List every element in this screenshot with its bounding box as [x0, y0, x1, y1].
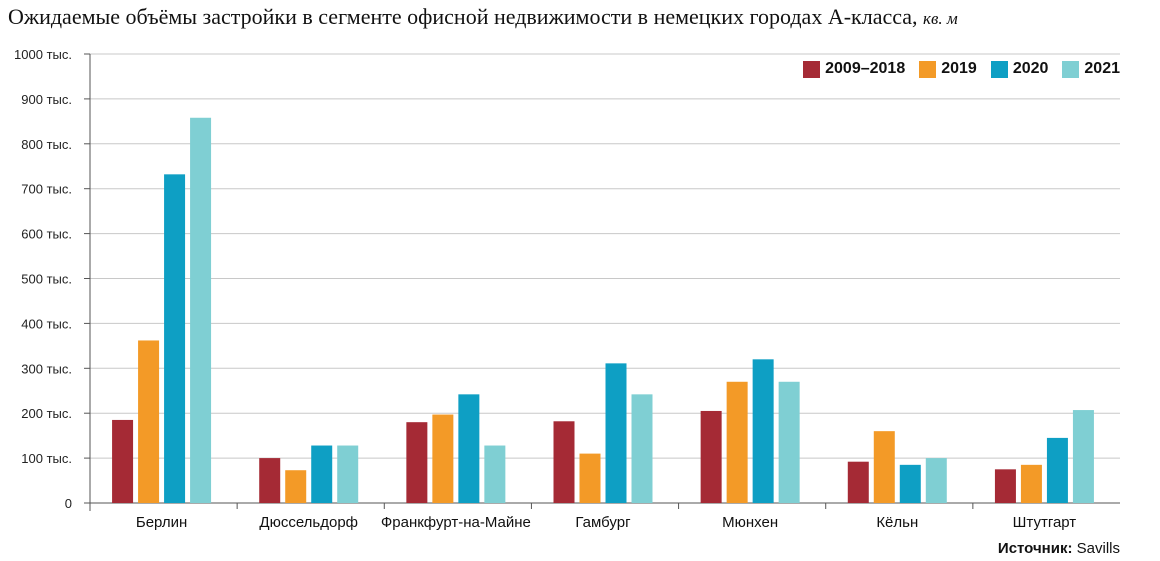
bar-3	[311, 445, 333, 503]
bar-3	[605, 363, 627, 503]
legend-swatch	[990, 60, 1008, 78]
y-tick-label: 0	[65, 496, 72, 511]
y-tick-label: 900 тыс.	[21, 92, 72, 107]
bar-2	[432, 414, 454, 503]
source-value: Savills	[1076, 540, 1120, 557]
bar-4	[1072, 410, 1094, 503]
y-tick-label: 200 тыс.	[21, 406, 72, 421]
y-tick-label: 300 тыс.	[21, 361, 72, 376]
y-tick-label: 800 тыс.	[21, 137, 72, 152]
bar-2	[138, 340, 160, 503]
bar-2	[873, 431, 895, 503]
source-note: Источник: Savills	[998, 540, 1120, 557]
bar-1	[700, 410, 722, 503]
legend-item: 2009–2018	[803, 60, 905, 78]
legend-item: 2021	[1062, 60, 1120, 78]
bar-1	[406, 422, 428, 503]
y-tick-label: 700 тыс.	[21, 182, 72, 197]
bar-3	[752, 359, 774, 503]
bar-3	[1046, 437, 1068, 503]
legend-swatch	[919, 60, 937, 78]
bar-1	[847, 461, 869, 503]
x-category-label: Кёльн	[876, 514, 918, 531]
legend-item: 2019	[919, 60, 977, 78]
y-tick-label: 1000 тыс.	[14, 47, 72, 62]
bar-2	[285, 470, 307, 503]
chart-title-unit: кв. м	[923, 9, 958, 28]
x-category-label: Гамбург	[575, 514, 631, 531]
chart-legend: 2009–2018 2019 2020 2021	[803, 60, 1120, 78]
x-category-label: Берлин	[136, 514, 187, 531]
legend-label: 2020	[1012, 60, 1049, 77]
bar-4	[631, 394, 653, 503]
bar-3	[899, 464, 921, 503]
source-label: Источник:	[997, 540, 1073, 557]
legend-item: 2020	[990, 60, 1049, 78]
chart-title-text: Ожидаемые объёмы застройки в сегменте оф…	[8, 4, 918, 29]
legend-label: 2021	[1084, 60, 1120, 77]
y-tick-label: 400 тыс.	[21, 316, 72, 331]
bar-4	[484, 445, 506, 503]
bar-3	[164, 174, 186, 503]
bar-4	[337, 445, 359, 503]
bar-4	[190, 117, 212, 504]
legend-label: 2019	[941, 60, 977, 77]
legend-swatch	[803, 60, 821, 78]
bar-3	[458, 394, 480, 503]
bar-1	[994, 469, 1016, 503]
chart-title: Ожидаемые объёмы застройки в сегменте оф…	[8, 4, 958, 30]
y-tick-label: 600 тыс.	[21, 227, 72, 242]
bar-2	[726, 381, 748, 503]
y-tick-label: 100 тыс.	[21, 451, 72, 466]
legend-label: 2009–2018	[825, 60, 906, 77]
bar-2	[1020, 464, 1042, 503]
bar-4	[778, 381, 800, 503]
bar-1	[259, 458, 281, 503]
legend-swatch	[1062, 60, 1080, 78]
x-category-label: Мюнхен	[722, 514, 778, 531]
bar-4	[925, 458, 947, 503]
bar-1	[112, 419, 134, 503]
y-tick-label: 500 тыс.	[21, 272, 72, 287]
bar-1	[553, 421, 575, 503]
x-category-label: Штутгарт	[1013, 514, 1077, 531]
x-category-label: Франкфурт-на-Майне	[381, 514, 531, 531]
x-category-label: Дюссельдорф	[259, 514, 358, 531]
bar-2	[579, 453, 601, 503]
